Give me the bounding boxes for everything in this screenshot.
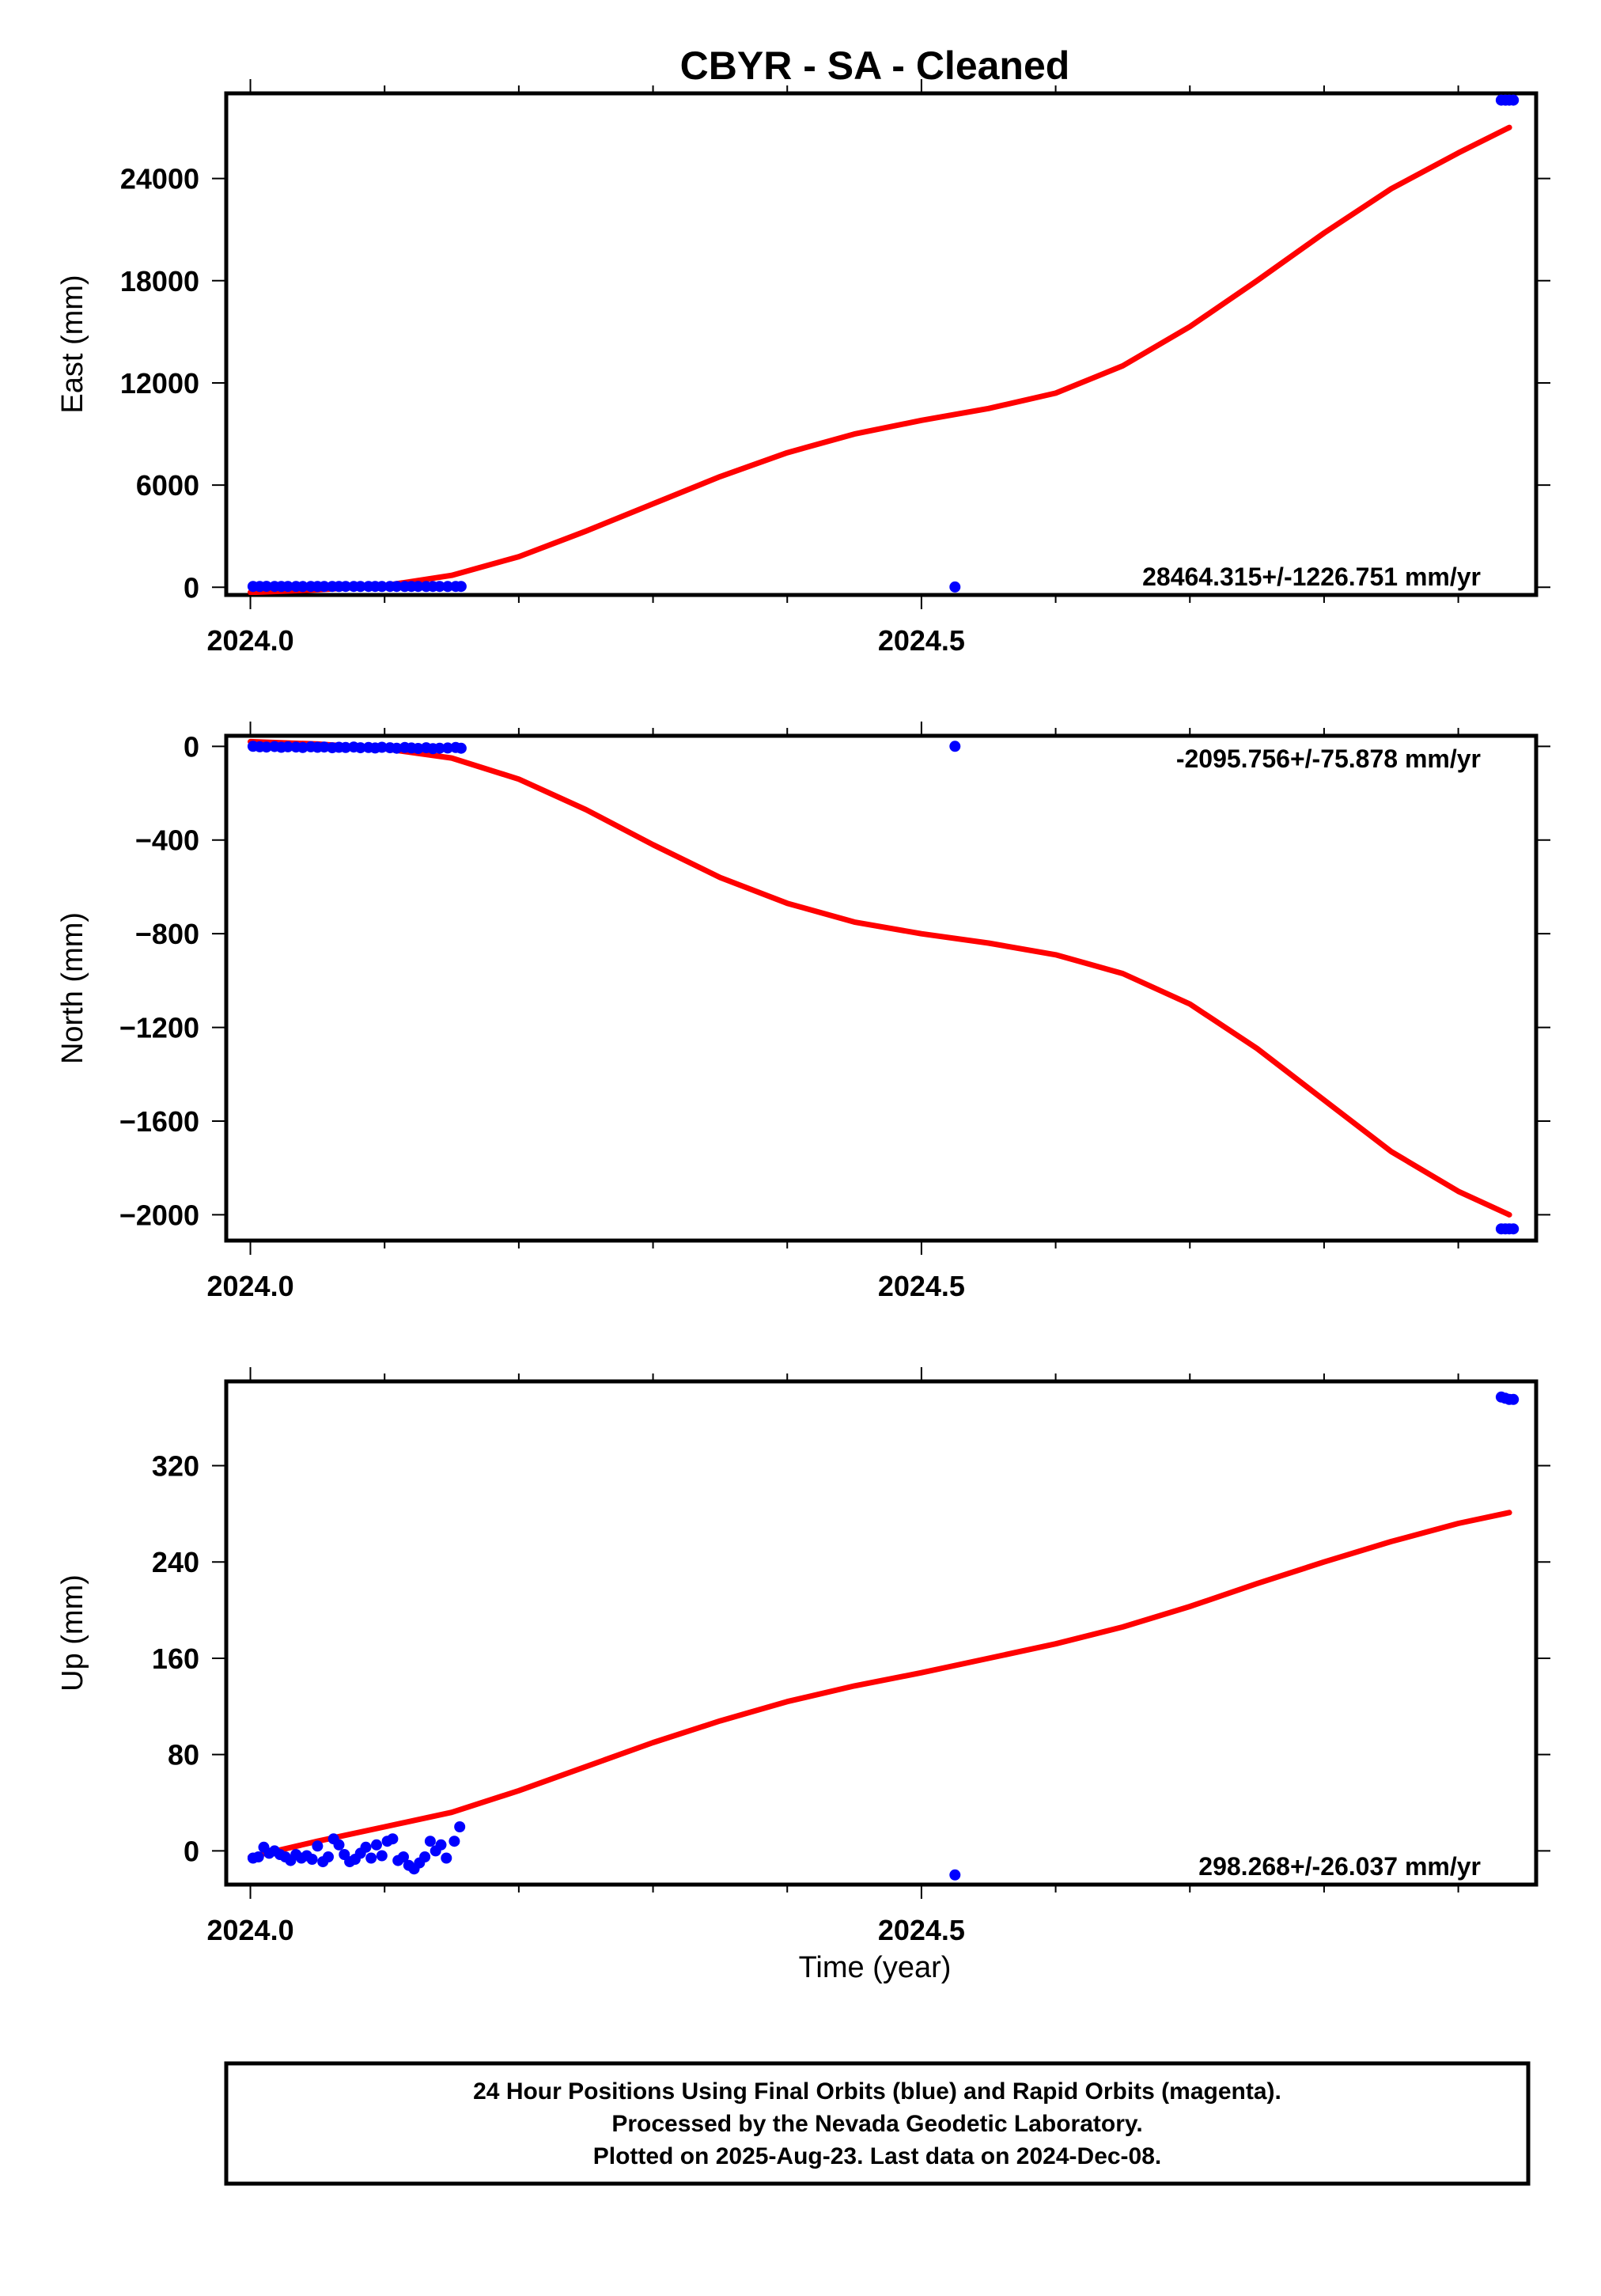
up-rate-annotation: 298.268+/-26.037 mm/yr [1198,1852,1481,1881]
east-data-point [433,581,445,593]
up-ytick-label: 320 [152,1450,199,1483]
north-data-point [376,741,388,753]
panel-up: 2024.0 2024.5 0 80 160 240 320 Up (mm) 298.268+/… [56,1367,1550,1946]
up-data-point [1508,1393,1520,1405]
north-plot-area [247,738,1520,1235]
footer-line-2: Processed by the Nevada Geodetic Laborat… [611,2111,1142,2137]
up-data-point [398,1851,409,1862]
east-data-point [1508,94,1520,106]
north-fit-line [248,738,1512,1218]
east-data-point [354,581,366,593]
up-xtick-label: 2024.0 [206,1914,293,1946]
north-data-point [391,742,403,754]
east-xtick-label: 2024.0 [206,624,293,657]
north-ytick-label: 0 [184,730,199,763]
up-data-point [454,1821,466,1832]
north-data-point [282,741,293,752]
east-data-point [949,581,961,593]
footer-frame [224,2061,1531,2186]
north-xtick-label: 2024.5 [878,1270,965,1302]
north-ytick-label: −2000 [119,1199,199,1231]
up-data-point [376,1850,388,1862]
x-axis-label: Time (year) [799,1951,952,1984]
footer-line-1: 24 Hour Positions Using Final Orbits (bl… [473,2078,1281,2105]
east-data-point [260,581,272,593]
east-fit-line [248,124,1512,595]
up-data-point [449,1836,460,1847]
up-xtick-label: 2024.5 [878,1914,965,1946]
north-data-point [433,742,445,754]
north-ytick-label: −1200 [119,1012,199,1044]
east-ytick-label: 6000 [136,469,199,502]
north-data-point [949,741,961,752]
up-ytick-label: 240 [152,1546,199,1578]
east-y-axis-label: East (mm) [56,275,89,413]
up-data-point [371,1839,382,1851]
up-data-point [360,1841,372,1853]
up-data-point [949,1869,961,1881]
footer-line-3: Plotted on 2025-Aug-23. Last data on 202… [593,2143,1162,2169]
north-ytick-label: −800 [135,918,199,950]
panel-north: 2024.0 2024.5 0 −400 −800 −1200 −1600 −2000 Nort… [56,722,1550,1302]
east-ytick-label: 18000 [120,265,199,297]
up-plot-area [247,1391,1520,1881]
up-fit-line [248,1510,1512,1860]
footer-box: 24 Hour Positions Using Final Orbits (bl… [224,2061,1531,2186]
north-frame [224,733,1539,1243]
north-y-axis-label: North (mm) [56,912,89,1064]
east-ytick-label: 24000 [120,163,199,195]
east-data-point [391,581,403,593]
up-ytick-label: 80 [168,1739,199,1771]
up-ytick-label: 160 [152,1642,199,1675]
up-data-point [333,1839,345,1851]
north-data-point [340,741,351,753]
north-data-point [354,742,366,754]
north-data-point [1508,1223,1520,1235]
east-xtick-label: 2024.5 [878,624,965,657]
chart-title: CBYR - SA - Cleaned [680,44,1070,88]
east-data-point [340,581,351,593]
east-data-point [442,581,453,593]
east-data-point [412,581,424,593]
north-data-point [412,743,424,754]
up-data-point [419,1851,431,1862]
east-ytick-label: 0 [184,571,199,604]
up-data-point [306,1854,318,1865]
up-data-point [435,1839,447,1851]
panel-east: 2024.0 2024.5 0 6000 12000 18000 24000 East (mm… [56,79,1550,657]
east-data-point [318,581,330,593]
up-frame [224,1379,1539,1887]
east-plot-area [247,94,1520,595]
north-data-point [442,742,453,754]
east-data-point [376,581,388,593]
up-data-point [323,1851,334,1862]
east-frame [224,91,1539,597]
up-y-axis-label: Up (mm) [56,1574,89,1692]
north-data-point [260,741,272,753]
north-ytick-label: −1600 [119,1105,199,1138]
east-data-point [455,581,467,593]
east-rate-annotation: 28464.315+/-1226.751 mm/yr [1142,563,1481,591]
north-ytick-label: −400 [135,824,199,857]
east-data-point [282,581,293,593]
east-ytick-label: 12000 [120,367,199,400]
north-data-point [318,741,330,753]
up-data-point [387,1833,399,1845]
up-data-point [365,1852,377,1864]
up-data-point [424,1836,436,1847]
north-data-point [297,741,308,753]
up-data-point [312,1840,324,1852]
up-data-point [252,1851,264,1862]
north-xtick-label: 2024.0 [206,1270,293,1302]
north-data-point [455,742,467,754]
up-data-point [441,1852,452,1864]
north-rate-annotation: -2095.756+/-75.878 mm/yr [1176,744,1481,773]
east-data-point [297,581,308,593]
up-ytick-label: 0 [184,1835,199,1867]
